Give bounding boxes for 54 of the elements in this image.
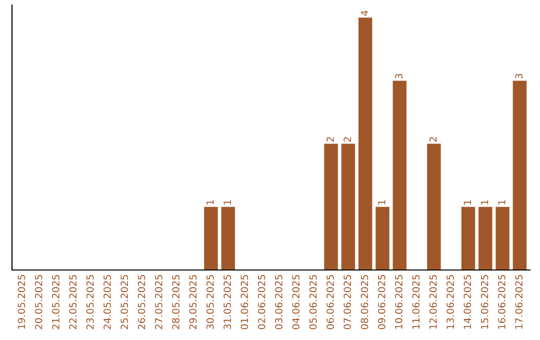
x-tick-label: 28.05.2025 — [172, 275, 180, 330]
bar — [204, 206, 218, 270]
x-tick-label: 24.05.2025 — [104, 275, 111, 330]
data-label: 2 — [326, 137, 334, 142]
data-label: 1 — [206, 200, 214, 204]
bar — [221, 206, 235, 270]
x-tick-label: 13.06.2025 — [446, 275, 454, 329]
x-tick-label: 08.06.2025 — [360, 275, 368, 330]
x-tick-label: 04.06.2025 — [292, 275, 300, 330]
x-tick-label: 06.06.2025 — [326, 275, 334, 330]
bar — [341, 144, 356, 270]
x-tick-label: 12.06.2025 — [429, 275, 437, 329]
x-tick-label: 22.05.2025 — [69, 275, 77, 330]
x-tick-label: 16.06.2025 — [498, 275, 506, 329]
x-tick-label: 27.05.2025 — [154, 275, 162, 330]
x-tick-label: 15.06.2025 — [480, 275, 488, 329]
x-tick-label: 26.05.2025 — [138, 275, 146, 330]
x-tick-label: 02.06.2025 — [258, 275, 266, 330]
x-tick-label: 29.05.2025 — [189, 275, 197, 330]
data-label: 2 — [429, 137, 437, 142]
data-label: 1 — [498, 200, 506, 204]
data-label: 2 — [344, 137, 351, 142]
data-label: 1 — [224, 200, 231, 204]
bar — [461, 206, 476, 270]
x-tick-label: 07.06.2025 — [344, 275, 352, 330]
data-label: 4 — [360, 10, 368, 16]
data-label: 3 — [515, 74, 523, 79]
bar — [478, 206, 492, 270]
bar — [496, 206, 510, 270]
x-tick-label: 05.06.2025 — [309, 275, 317, 330]
bar — [427, 144, 441, 270]
x-tick-label: 30.05.2025 — [206, 275, 214, 330]
x-tick-label: 03.06.2025 — [275, 275, 282, 330]
x-tick-label: 11.06.2025 — [412, 275, 420, 329]
bar — [324, 144, 338, 270]
x-tick-label: 01.06.2025 — [240, 275, 248, 330]
data-label: 1 — [378, 200, 386, 204]
bar — [376, 206, 390, 270]
data-label: 1 — [464, 200, 471, 204]
x-tick-label: 31.05.2025 — [224, 275, 231, 330]
bar — [392, 80, 407, 270]
x-tick-label: 21.05.2025 — [52, 275, 60, 330]
bar — [512, 80, 527, 270]
bar — [358, 18, 372, 270]
x-tick-label: 17.06.2025 — [515, 275, 523, 329]
data-label: 1 — [481, 200, 488, 204]
x-tick-label: 14.06.2025 — [464, 275, 472, 329]
x-tick-label: 25.05.2025 — [120, 275, 128, 330]
x-tick-label: 09.06.2025 — [378, 275, 386, 330]
x-tick-label: 23.05.2025 — [86, 275, 94, 330]
x-tick-label: 20.05.2025 — [34, 275, 42, 330]
x-tick-label: 10.06.2025 — [395, 275, 402, 329]
x-tick-label: 19.05.2025 — [18, 275, 26, 329]
data-label: 3 — [395, 74, 402, 79]
